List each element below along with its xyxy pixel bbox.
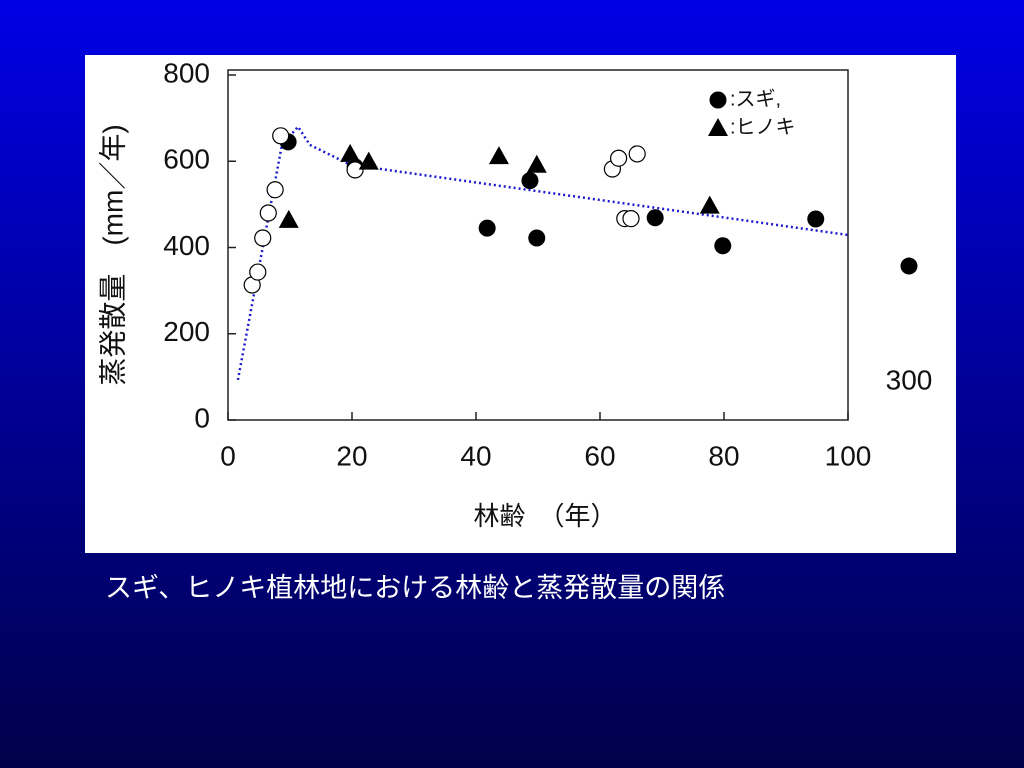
point [254, 229, 272, 247]
point [807, 210, 825, 228]
outlier-point [900, 257, 918, 275]
y-tick-label: 600 [163, 144, 210, 175]
point [714, 237, 732, 255]
x-tick-label: 20 [336, 440, 367, 471]
point [526, 154, 547, 173]
point [646, 209, 664, 227]
point [528, 229, 546, 247]
y-tick-label: 200 [163, 316, 210, 347]
x-tick-label: 80 [708, 440, 739, 471]
y-tick-label: 800 [163, 57, 210, 88]
x-tick-label: 40 [460, 440, 491, 471]
y-axis-label: 蒸発散量 (mm／年) [97, 124, 128, 385]
legend-label: :ヒノキ [730, 116, 796, 138]
point [340, 143, 361, 162]
point [278, 209, 299, 228]
y-tick-label: 0 [194, 402, 210, 433]
point [272, 127, 290, 145]
point [628, 145, 646, 163]
chart-panel [85, 55, 956, 553]
point [346, 161, 364, 179]
point [488, 146, 509, 165]
point [478, 219, 496, 237]
point [521, 172, 539, 190]
legend-marker [709, 91, 727, 109]
x-axis-label: 林齢 （年） [473, 501, 616, 531]
point [266, 181, 284, 199]
point [259, 204, 277, 222]
point [249, 263, 267, 281]
x-tick-label: 0 [220, 440, 236, 471]
plot-frame [227, 69, 849, 421]
outlier-label: 300 [886, 364, 933, 395]
point [609, 149, 628, 167]
x-tick-label: 60 [584, 440, 615, 471]
point [358, 151, 379, 170]
legend-marker [708, 118, 728, 136]
caption: スギ、ヒノキ植林地における林齢と蒸発散量の関係 [105, 573, 725, 603]
x-tick-label: 100 [825, 440, 872, 471]
y-tick-label: 400 [163, 230, 210, 261]
point [622, 210, 640, 228]
point [699, 195, 720, 214]
legend-label: :スギ, [730, 87, 781, 110]
